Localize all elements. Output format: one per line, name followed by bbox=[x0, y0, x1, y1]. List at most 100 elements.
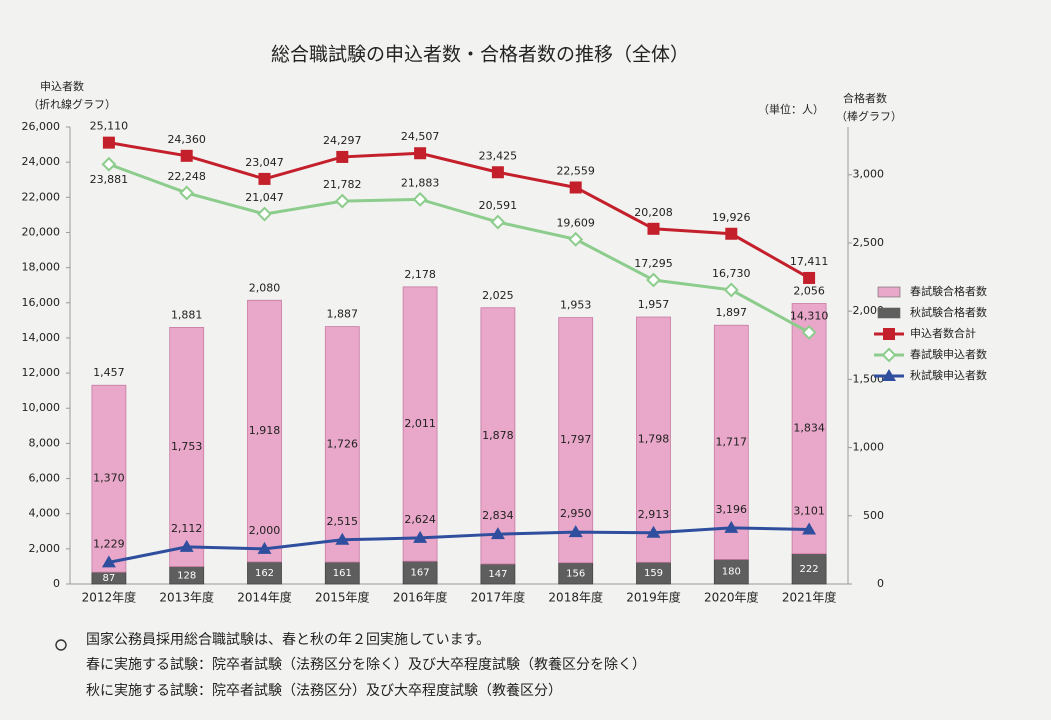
line-marker bbox=[723, 282, 739, 298]
bar-total-label: 1,957 bbox=[638, 298, 670, 311]
note: 秋に実施する試験：院卒者試験（法務区分）及び大卒程度試験（教養区分） bbox=[86, 682, 562, 699]
bar-total-label: 1,881 bbox=[171, 308, 203, 321]
bar-label: 1,798 bbox=[638, 433, 670, 446]
y-tick-label: 12,000 bbox=[22, 366, 61, 379]
line-marker bbox=[569, 181, 582, 194]
line-marker bbox=[180, 149, 193, 162]
line-marker bbox=[257, 206, 272, 222]
line-marker bbox=[413, 530, 428, 543]
x-tick-label: 2014年度 bbox=[237, 590, 292, 605]
y2-tick-label: 0 bbox=[877, 577, 884, 590]
legend-label: 春試験申込者数 bbox=[910, 347, 987, 361]
y-tick-label: 18,000 bbox=[22, 261, 61, 274]
line-marker bbox=[568, 231, 584, 247]
x-tick-label: 2020年度 bbox=[704, 590, 759, 605]
bar-label: 1,370 bbox=[93, 472, 125, 485]
bar-label: 162 bbox=[255, 568, 274, 579]
y-tick-label: 4,000 bbox=[29, 507, 61, 520]
data-label: 24,507 bbox=[401, 130, 440, 143]
x-tick-label: 2017年度 bbox=[471, 590, 526, 605]
bar-label: 180 bbox=[722, 567, 741, 578]
bar-label: 1,834 bbox=[793, 422, 825, 435]
line-marker bbox=[568, 525, 583, 538]
data-label: 25,110 bbox=[90, 120, 129, 133]
data-label: 2,624 bbox=[404, 513, 436, 526]
unit-label: （単位：人） bbox=[758, 102, 824, 116]
legend-label: 申込者数合計 bbox=[910, 326, 976, 340]
bar bbox=[91, 384, 127, 573]
line-marker bbox=[647, 222, 660, 235]
bar-label: 128 bbox=[177, 570, 196, 581]
note-bullet bbox=[55, 639, 67, 651]
bar-label: 1,797 bbox=[560, 433, 592, 446]
bar-label: 87 bbox=[103, 573, 116, 584]
line bbox=[108, 141, 810, 280]
line-marker bbox=[336, 150, 349, 163]
y-tick-label: 14,000 bbox=[22, 331, 61, 344]
bar-label: 1,717 bbox=[716, 435, 748, 448]
y-axis-label-note: （折れ線グラフ） bbox=[28, 97, 116, 111]
y2-tick-label: 1,000 bbox=[853, 441, 885, 454]
bar-total-label: 2,056 bbox=[793, 285, 825, 298]
data-label: 22,248 bbox=[167, 170, 206, 183]
data-label: 17,411 bbox=[790, 255, 829, 268]
data-label: 2,834 bbox=[482, 509, 514, 522]
data-label: 23,881 bbox=[90, 173, 129, 186]
bar-label: 222 bbox=[800, 564, 819, 575]
legend-swatch bbox=[877, 286, 901, 298]
note: 国家公務員採用総合職試験は、春と秋の年２回実施しています。 bbox=[86, 631, 490, 648]
legend-label: 春試験合格者数 bbox=[910, 284, 987, 298]
bar-label: 156 bbox=[566, 568, 585, 579]
x-tick-label: 2013年度 bbox=[159, 590, 214, 605]
y2-axis-label: 合格者数 bbox=[843, 91, 887, 105]
bar-label: 1,726 bbox=[327, 437, 359, 450]
bar-total-label: 2,178 bbox=[404, 268, 436, 281]
data-label: 2,950 bbox=[560, 507, 592, 520]
data-label: 2,112 bbox=[171, 522, 203, 535]
line-marker bbox=[335, 532, 350, 545]
bar-total-label: 1,897 bbox=[716, 306, 748, 319]
y-tick-label: 24,000 bbox=[22, 155, 61, 168]
y2-tick-label: 500 bbox=[863, 509, 884, 522]
y-tick-label: 6,000 bbox=[29, 472, 61, 485]
y-tick-label: 20,000 bbox=[22, 225, 61, 238]
y-tick-label: 10,000 bbox=[22, 401, 61, 414]
y-axis-label: 申込者数 bbox=[40, 80, 84, 93]
bar bbox=[713, 324, 749, 560]
line-marker bbox=[101, 555, 116, 568]
data-label: 3,101 bbox=[793, 504, 825, 517]
data-label: 17,295 bbox=[634, 257, 673, 270]
x-tick-label: 2012年度 bbox=[82, 590, 137, 605]
bar bbox=[791, 553, 827, 585]
x-tick-label: 2021年度 bbox=[782, 590, 837, 605]
data-label: 2,913 bbox=[638, 508, 670, 521]
bar bbox=[636, 316, 671, 563]
line-marker bbox=[646, 272, 661, 288]
legend-label: 秋試験合格者数 bbox=[910, 305, 987, 319]
line-marker bbox=[725, 227, 738, 240]
data-label: 14,310 bbox=[790, 309, 829, 322]
y2-tick-label: 3,000 bbox=[853, 168, 885, 181]
data-label: 21,782 bbox=[323, 178, 362, 191]
legend-marker bbox=[883, 328, 895, 340]
data-label: 24,360 bbox=[167, 133, 206, 146]
bar-total-label: 1,887 bbox=[327, 308, 359, 321]
data-label: 23,425 bbox=[479, 149, 518, 162]
bar-label: 2,011 bbox=[404, 417, 436, 430]
data-label: 1,229 bbox=[93, 537, 125, 550]
data-label: 16,730 bbox=[712, 267, 751, 280]
bar bbox=[324, 326, 360, 563]
y-tick-label: 26,000 bbox=[22, 120, 61, 133]
y2-tick-label: 2,500 bbox=[853, 236, 885, 249]
line-marker bbox=[257, 541, 272, 554]
line-marker bbox=[490, 527, 505, 540]
y-tick-label: 8,000 bbox=[29, 436, 61, 449]
data-label: 22,559 bbox=[556, 164, 595, 177]
line-marker bbox=[801, 325, 817, 340]
data-label: 3,196 bbox=[716, 503, 748, 516]
bar-label: 147 bbox=[488, 569, 507, 580]
line-marker bbox=[802, 522, 817, 535]
